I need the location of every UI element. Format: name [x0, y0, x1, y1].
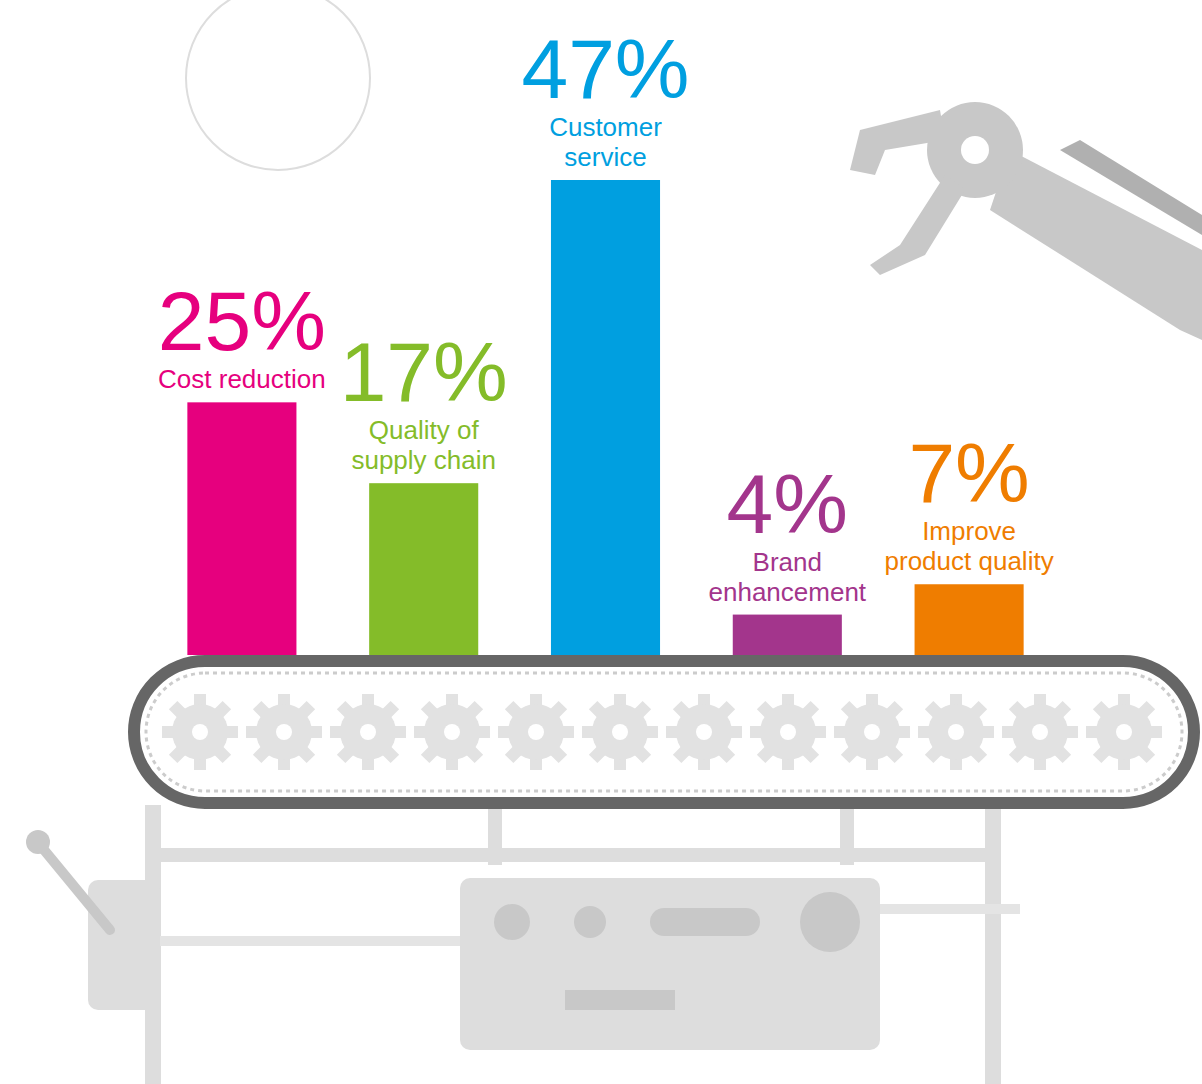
category-label: Cost reduction: [158, 364, 326, 394]
category-label-line: Brand: [753, 547, 822, 577]
gear: [330, 694, 406, 770]
category-label-line: Customer: [549, 112, 662, 142]
lever-box: [88, 880, 160, 1010]
category-label: Brandenhancement: [709, 547, 867, 607]
control-slots: [565, 990, 675, 1010]
gear-hole: [192, 724, 208, 740]
gear-body: [256, 704, 312, 760]
control-box: [460, 878, 880, 1050]
bar: [187, 402, 296, 655]
bars: [187, 180, 1023, 655]
gear-body: [508, 704, 564, 760]
gear-hole: [1032, 724, 1048, 740]
data-label: 4%: [727, 457, 848, 551]
gear: [582, 694, 658, 770]
robot-arm-body: [990, 150, 1202, 340]
gear: [498, 694, 574, 770]
gear: [918, 694, 994, 770]
gear-body: [424, 704, 480, 760]
decoration: [26, 0, 1202, 1084]
frame-post-1: [488, 805, 502, 865]
data-label: 7%: [908, 426, 1029, 520]
conveyor-belt: [134, 661, 1194, 803]
control-dial: [800, 892, 860, 952]
gear-hole: [444, 724, 460, 740]
gear-hole: [1116, 724, 1132, 740]
chart: Cost reduction25%Quality ofsupply chain1…: [0, 0, 1202, 1084]
bar: [733, 615, 842, 655]
leg-right: [985, 805, 1001, 1084]
gear-hole: [948, 724, 964, 740]
gear-body: [676, 704, 732, 760]
category-label-line: service: [564, 142, 646, 172]
frame-bar: [145, 848, 1001, 862]
gear-hole: [276, 724, 292, 740]
robot-claw-lower: [870, 175, 965, 275]
spring-right: [880, 904, 1020, 914]
category-label-line: enhancement: [709, 577, 867, 607]
category-label-line: Improve: [922, 516, 1016, 546]
labels: Cost reduction25%Quality ofsupply chain1…: [158, 22, 1054, 607]
belt-inner: [146, 673, 1182, 791]
spring-left: [160, 936, 460, 946]
category-label-line: Quality of: [369, 415, 480, 445]
gear: [666, 694, 742, 770]
bar: [551, 180, 660, 655]
frame-post-2: [840, 805, 854, 865]
robot-arm: [850, 102, 1202, 340]
gear-body: [1012, 704, 1068, 760]
data-label: 47%: [521, 22, 689, 116]
gear-hole: [360, 724, 376, 740]
gear: [834, 694, 910, 770]
robot-arm-joint-hole: [961, 136, 989, 164]
lever: [40, 845, 110, 930]
gear-hole: [528, 724, 544, 740]
gear: [750, 694, 826, 770]
category-label-line: Cost reduction: [158, 364, 326, 394]
belt-outer: [134, 661, 1194, 803]
robot-arm-stripe: [1060, 140, 1202, 235]
gear-hole: [864, 724, 880, 740]
circle-decoration: [186, 0, 370, 170]
category-label-line: product quality: [885, 546, 1054, 576]
gear-hole: [696, 724, 712, 740]
gear: [1002, 694, 1078, 770]
bar: [369, 483, 478, 655]
data-label: 25%: [158, 274, 326, 368]
gear: [246, 694, 322, 770]
gear-body: [1096, 704, 1152, 760]
gear-body: [172, 704, 228, 760]
control-knob-1: [494, 904, 530, 940]
control-knob-2: [574, 906, 606, 938]
category-label: Customerservice: [549, 112, 662, 172]
gear-hole: [612, 724, 628, 740]
gear-body: [340, 704, 396, 760]
gear-body: [760, 704, 816, 760]
gear: [162, 694, 238, 770]
robot-claw-upper: [850, 110, 945, 175]
gear: [414, 694, 490, 770]
data-label: 17%: [340, 325, 508, 419]
gear-body: [844, 704, 900, 760]
gear-body: [592, 704, 648, 760]
category-label: Improveproduct quality: [885, 516, 1054, 576]
control-panel: [650, 908, 760, 936]
gear-hole: [780, 724, 796, 740]
category-label-line: supply chain: [351, 445, 496, 475]
gear: [1086, 694, 1162, 770]
lever-head: [26, 830, 50, 854]
gear-body: [928, 704, 984, 760]
bar: [915, 584, 1024, 655]
category-label: Quality ofsupply chain: [351, 415, 496, 475]
machine-frame: [26, 805, 1020, 1084]
